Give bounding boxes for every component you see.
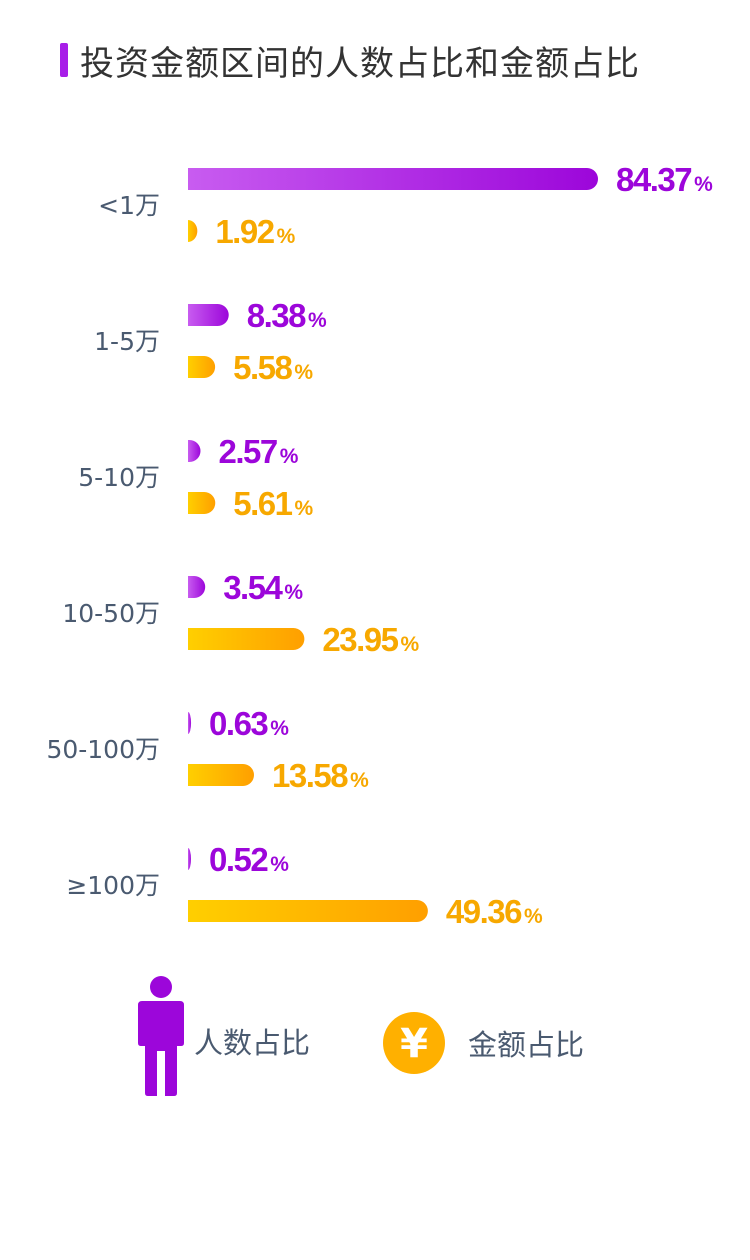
title-accent-bar — [60, 43, 68, 77]
bar-people — [188, 440, 201, 462]
bars-layer: <1万 84.37 % 1.92 % 1-5万 8.38 % 5.58 % 5-10万 2.57 % 5.… — [46, 161, 713, 930]
category-label: <1万 — [98, 191, 160, 220]
category-label: 50-100万 — [46, 735, 160, 764]
data-label-amount: 5.58% — [233, 349, 313, 386]
category-label: 5-10万 — [78, 463, 160, 492]
data-label-amount: 13.58% — [272, 757, 369, 794]
svg-text:¥: ¥ — [400, 1021, 428, 1067]
bar-amount — [188, 220, 198, 242]
bar-amount — [188, 492, 216, 515]
bar-people — [188, 576, 206, 598]
legend-label-people: 人数占比 — [194, 1026, 311, 1060]
chart-title: 投资金额区间的人数占比和金额占比 — [80, 43, 640, 84]
category-label: 10-50万 — [62, 599, 160, 628]
data-label-people: 0.52% — [209, 841, 289, 878]
chart-title-wrap: 投资金额区间的人数占比和金额占比 — [60, 38, 640, 84]
data-label-people: 0.63% — [209, 705, 289, 742]
data-label-people: 2.57% — [218, 433, 298, 470]
bar-people — [188, 168, 598, 190]
category-label: 1-5万 — [94, 327, 160, 356]
data-label-amount: 23.95% — [322, 621, 419, 658]
bar-people — [188, 848, 191, 870]
legend-item-people: 人数占比 — [136, 975, 310, 1097]
bar-amount — [188, 900, 428, 922]
legend: 人数占比 ¥ 金额占比 — [0, 975, 750, 1105]
legend-item-amount: ¥ 金额占比 — [382, 1011, 584, 1075]
data-label-people: 3.54% — [223, 569, 303, 606]
data-label-amount: 1.92% — [215, 213, 295, 250]
bar-amount — [188, 628, 305, 650]
data-label-people: 84.37% — [616, 161, 713, 198]
bar-people — [188, 712, 192, 734]
person-icon — [138, 976, 184, 1096]
data-label-amount: 49.36% — [446, 893, 543, 930]
legend-label-amount: 金额占比 — [468, 1028, 585, 1062]
data-label-people: 8.38% — [247, 297, 327, 334]
bar-chart: <1万 84.37 % 1.92 % 1-5万 8.38 % 5.58 % 5-10万 2.57 % 5.… — [46, 161, 713, 930]
bar-people — [188, 304, 229, 326]
data-label-amount: 5.61% — [233, 485, 313, 522]
bar-amount — [188, 764, 254, 786]
category-label: ≥100万 — [66, 871, 160, 900]
bar-amount — [188, 356, 216, 378]
yuan-coin-icon: ¥ — [383, 1012, 445, 1074]
